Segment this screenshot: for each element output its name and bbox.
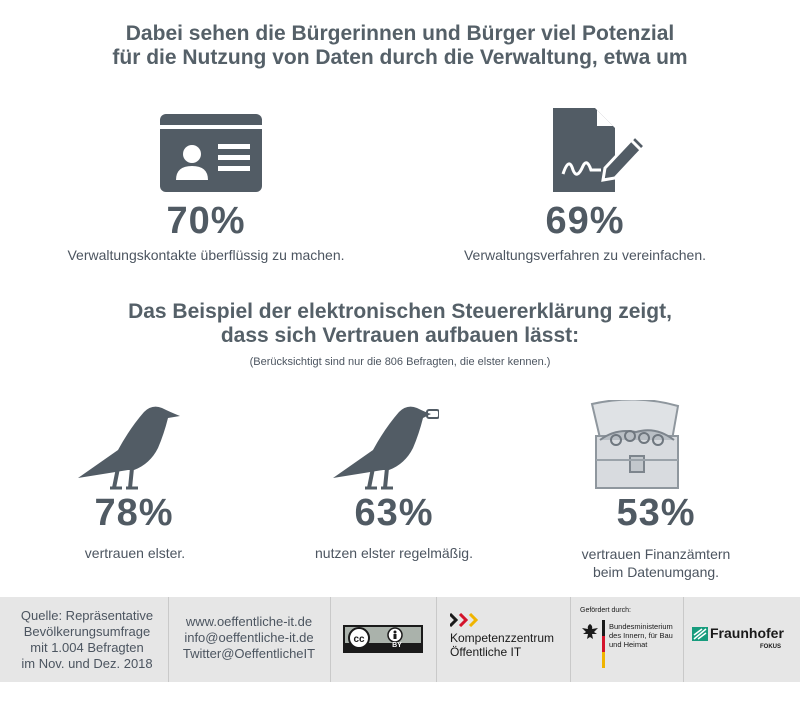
kompetenz-arrows-icon: [450, 613, 479, 627]
stat-value-63: 63%: [354, 492, 434, 534]
stat-value-78: 78%: [94, 492, 174, 534]
cc-by-license-badge[interactable]: cc BY: [343, 625, 423, 655]
stat-value-53: 53%: [616, 492, 696, 534]
cc-by-label: BY: [392, 642, 402, 649]
website-link[interactable]: www.oeffentliche-it.de: [185, 614, 313, 629]
footer-divider-3: [436, 597, 437, 682]
heading-potential: Dabei sehen die Bürgerinnen und Bürger v…: [0, 22, 800, 70]
stat-caption-53-line-1: vertrauen Finanzämtern: [581, 546, 731, 562]
stat-caption-63: nutzen elster regelmäßig.: [315, 545, 473, 561]
footer-divider-5: [683, 597, 684, 682]
fokus-label: FOKUS: [760, 644, 781, 650]
heading-note: (Berücksichtigt sind nur die 806 Befragt…: [249, 356, 551, 368]
footer: Quelle: Repräsentative Bevölkerungsumfra…: [0, 597, 800, 682]
footer-divider-1: [168, 597, 169, 682]
stat-caption-53: vertrauen Finanzämtern beim Datenumgang.: [530, 545, 782, 581]
fraunhofer-logo: Fraunhofer FOKUS: [692, 625, 796, 712]
footer-divider-2: [330, 597, 331, 682]
federal-eagle-icon: [582, 624, 598, 639]
footer-divider-4: [570, 597, 571, 682]
heading-line-1: Dabei sehen die Bürgerinnen und Bürger v…: [125, 22, 675, 45]
fraunhofer-label: Fraunhofer: [710, 625, 784, 641]
stat-caption-53-line-2: beim Datenumgang.: [592, 564, 720, 580]
heading-line-2: für die Nutzung von Daten durch die Verw…: [112, 46, 688, 69]
ministry-line-3: und Heimat: [609, 640, 648, 649]
funded-by-label: Gefördert durch:: [580, 607, 631, 614]
bird-icon: [78, 404, 184, 490]
bird-with-key-icon: [333, 404, 439, 490]
footer-contact: www.oeffentliche-it.de info@oeffentliche…: [172, 614, 326, 674]
svg-text:cc: cc: [353, 634, 365, 645]
flag-bar: [602, 620, 605, 668]
ministry-logo: Gefördert durch: Bundesministerium des I…: [580, 607, 678, 692]
source-line-3: mit 1.004 Befragten: [30, 640, 144, 655]
kompetenzzentrum-logo: Kompetenzzentrum Öffentliche IT: [450, 613, 560, 698]
source-line-1: Quelle: Repräsentative: [20, 608, 154, 623]
ministry-line-1: Bundesministerium: [609, 622, 673, 631]
stat-value-69: 69%: [545, 200, 625, 242]
heading2-line-2: dass sich Vertrauen aufbauen lässt:: [220, 324, 580, 347]
email-link[interactable]: info@oeffentliche-it.de: [184, 630, 314, 645]
source-line-4: im Nov. und Dez. 2018: [21, 656, 153, 671]
footer-source: Quelle: Repräsentative Bevölkerungsumfra…: [8, 608, 166, 678]
stat-caption-70: Verwaltungskontakte überflüssig zu mache…: [67, 247, 345, 263]
treasure-chest-icon: [586, 400, 686, 496]
kompetenz-line-1: Kompetenzzentrum: [450, 631, 555, 645]
heading2-line-1: Das Beispiel der elektronischen Steuerer…: [128, 300, 672, 323]
kompetenz-line-2: Öffentliche IT: [450, 645, 522, 659]
stat-caption-78: vertrauen elster.: [84, 545, 186, 561]
heading-trust: Das Beispiel der elektronischen Steuerer…: [0, 300, 800, 348]
fraunhofer-mark-icon: [692, 627, 708, 641]
document-sign-icon: [553, 108, 649, 192]
ministry-line-2: des Innern, für Bau: [609, 631, 673, 640]
source-line-2: Bevölkerungsumfrage: [23, 624, 151, 639]
stat-value-70: 70%: [166, 200, 246, 242]
twitter-link[interactable]: Twitter@OeffentlicheIT: [182, 646, 316, 661]
id-card-icon: [160, 114, 262, 192]
stat-caption-69: Verwaltungsverfahren zu vereinfachen.: [463, 247, 707, 263]
